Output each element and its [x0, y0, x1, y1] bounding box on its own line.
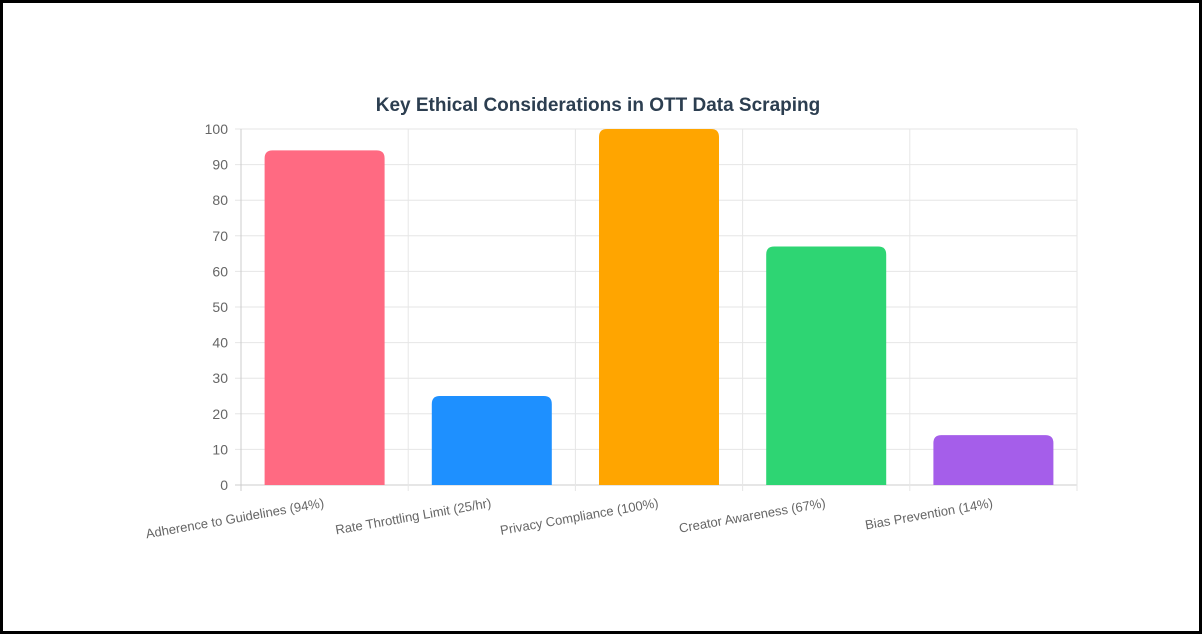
y-tick-label: 80	[212, 192, 228, 208]
y-tick-label: 90	[212, 157, 228, 173]
y-tick-label: 40	[212, 335, 228, 351]
y-tick-label: 0	[220, 477, 228, 493]
bar	[933, 435, 1054, 485]
x-tick-label: Bias Prevention (14%)	[864, 495, 994, 532]
bar	[264, 150, 385, 486]
x-tick-label: Privacy Compliance (100%)	[499, 495, 660, 538]
y-tick-label: 10	[212, 441, 228, 457]
bar	[599, 129, 719, 485]
bar	[766, 246, 887, 485]
y-tick-label: 100	[205, 121, 229, 137]
bar	[431, 396, 552, 485]
y-tick-label: 70	[212, 228, 228, 244]
x-tick-label: Adherence to Guidelines (94%)	[145, 495, 326, 541]
y-tick-label: 60	[212, 263, 228, 279]
chart-title: Key Ethical Considerations in OTT Data S…	[376, 95, 820, 116]
y-tick-label: 30	[212, 370, 228, 386]
y-tick-label: 20	[212, 406, 228, 422]
x-tick-label: Creator Awareness (67%)	[678, 495, 827, 536]
x-tick-label: Rate Throttling Limit (25/hr)	[334, 495, 492, 537]
y-tick-label: 50	[212, 299, 228, 315]
